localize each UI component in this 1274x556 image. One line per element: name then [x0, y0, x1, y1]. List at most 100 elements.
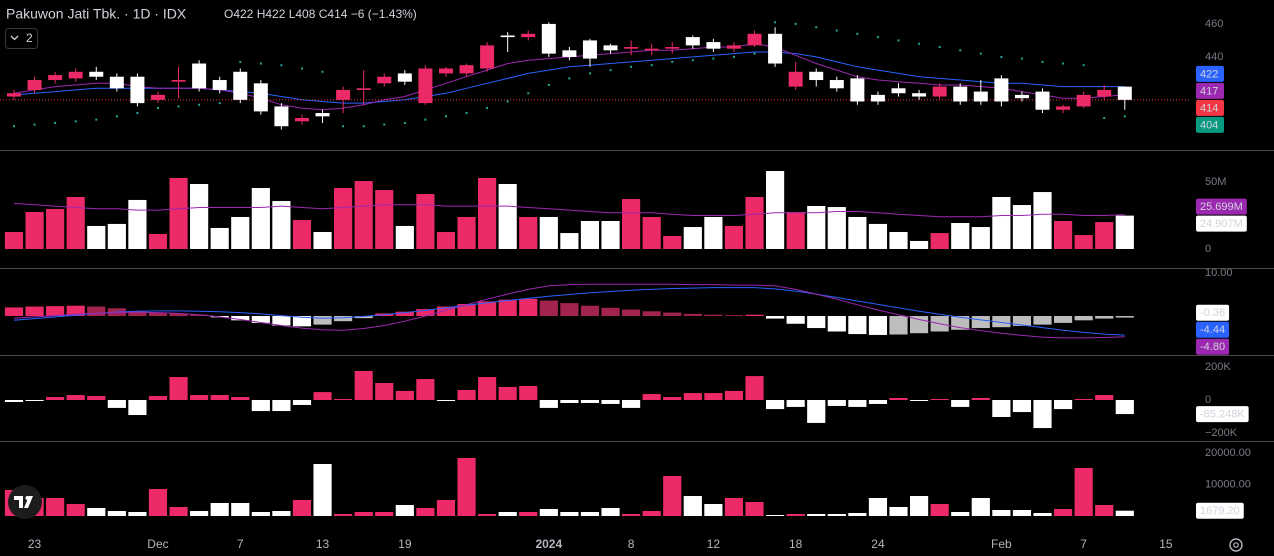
histogram-bar — [786, 400, 805, 407]
sar-dot — [1000, 55, 1003, 58]
volume-bar — [930, 233, 949, 249]
ohlc-legend: O422 H422 L408 C414 −6 (−1.43%) — [224, 7, 417, 21]
sar-dot — [54, 121, 57, 124]
x-tick-label: 7 — [1080, 537, 1087, 551]
sar-dot — [239, 60, 242, 63]
x-tick-label: 7 — [237, 537, 244, 551]
candle-body — [48, 75, 63, 81]
volume-bar — [210, 227, 229, 249]
sar-dot — [1041, 60, 1044, 63]
histogram-bar — [951, 400, 970, 407]
histogram-bar — [25, 400, 44, 402]
candle-body — [768, 33, 783, 64]
volume-bar — [334, 514, 353, 517]
volume-bar — [786, 514, 805, 517]
sar-dot — [136, 112, 139, 115]
histogram-bar — [910, 400, 929, 402]
sar-dot — [74, 120, 77, 123]
indicator-line — [13, 287, 1125, 336]
candle-body — [603, 45, 618, 51]
tradingview-logo[interactable] — [8, 485, 42, 519]
volume-bar — [334, 188, 353, 249]
sar-dot — [424, 118, 427, 121]
volume-bar — [724, 497, 744, 517]
sar-dot — [12, 125, 15, 128]
candle-body — [1035, 91, 1050, 110]
sar-dot — [835, 29, 838, 32]
volume-bar — [580, 220, 600, 249]
candle-body — [850, 78, 865, 102]
histogram-bar — [148, 396, 168, 401]
price-badge-label: -85.248K — [1200, 408, 1245, 420]
settings-icon[interactable] — [1229, 538, 1243, 552]
sar-dot — [815, 26, 818, 29]
macd-histogram-bar — [1115, 316, 1134, 318]
macd-histogram-bar — [354, 316, 373, 319]
volume-bar — [868, 223, 888, 249]
volume-bar — [951, 223, 970, 249]
y-tick-label: 0 — [1205, 243, 1211, 255]
volume-bar — [107, 510, 126, 517]
candle-body — [582, 40, 597, 59]
axes: 23 Dec 7 13 19 2024 8 12 18 24 Feb 7 15 460 440 422 417 4… — [28, 18, 1251, 551]
histogram-bar — [128, 400, 147, 416]
volume-bar — [190, 184, 209, 249]
volume-bar — [272, 510, 291, 517]
sar-dot — [712, 57, 715, 60]
volume-bar — [66, 503, 85, 517]
histogram-bar — [1095, 395, 1114, 401]
histogram-bar — [539, 400, 558, 408]
candle-body — [212, 80, 227, 90]
price-badge — [1196, 99, 1224, 116]
macd-histogram-bar — [272, 316, 291, 326]
volume-bar — [889, 506, 908, 517]
sar-dot — [1123, 115, 1126, 118]
plot-area — [0, 21, 1190, 517]
candle-body — [89, 71, 104, 77]
macd-histogram-bar — [1053, 316, 1073, 323]
indicator-toggle[interactable] — [5, 28, 38, 49]
sar-dot — [280, 64, 283, 67]
sar-dot — [547, 83, 550, 86]
volume-bar — [745, 501, 764, 517]
candle-body — [1056, 106, 1071, 110]
volume-bar — [272, 201, 291, 249]
candle-body — [541, 23, 556, 54]
sar-dot — [630, 65, 633, 68]
macd-histogram-bar — [334, 316, 353, 322]
candle-body — [253, 83, 268, 112]
volume-bar — [766, 171, 785, 249]
macd-histogram-bar — [498, 299, 517, 317]
histogram-bar — [580, 400, 600, 403]
candle-body — [274, 106, 289, 127]
histogram-bar — [46, 397, 65, 401]
volume-bar — [910, 495, 929, 517]
macd-histogram-bar — [313, 316, 332, 325]
sar-dot — [856, 32, 859, 35]
candle-body — [644, 48, 659, 51]
volume-bar — [46, 497, 65, 517]
histogram-bar — [436, 400, 456, 402]
candle-body — [1117, 86, 1132, 100]
price-badge-label: 24.907M — [1200, 218, 1243, 230]
macd-histogram-bar — [478, 301, 497, 317]
sar-dot — [383, 123, 386, 126]
candle-body — [1097, 89, 1112, 97]
macd-histogram-bar — [663, 312, 682, 317]
sar-dot — [918, 42, 921, 45]
volume-bar — [478, 177, 497, 249]
volume-bar — [128, 199, 147, 249]
gear-outer — [1229, 538, 1243, 552]
volume-bar — [1033, 512, 1052, 517]
candle-body — [294, 117, 309, 122]
histogram-bar — [683, 393, 702, 401]
candle-body — [562, 50, 577, 57]
histogram-bar — [724, 390, 744, 401]
price-badge — [1196, 304, 1230, 321]
volume-bar — [704, 216, 723, 249]
histogram-bar — [87, 396, 106, 401]
macd-histogram-bar — [1095, 316, 1114, 319]
volume-bar — [457, 457, 476, 517]
candle-body — [459, 65, 474, 74]
histogram-bar — [971, 398, 990, 401]
